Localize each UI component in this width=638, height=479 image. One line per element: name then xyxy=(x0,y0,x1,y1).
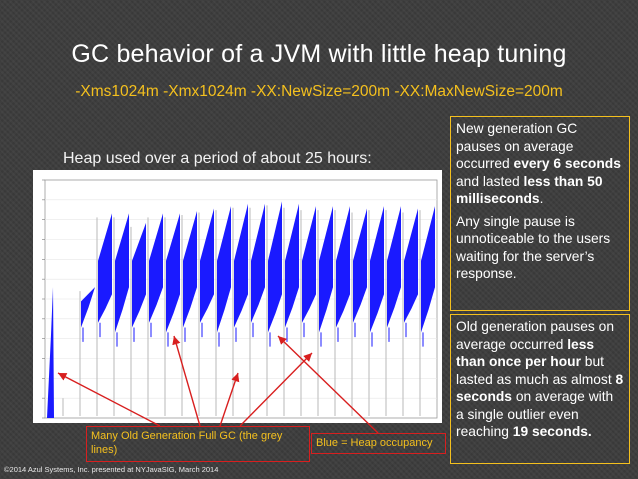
copyright-footer: ©2014 Azul Systems, Inc. presented at NY… xyxy=(4,465,219,474)
heap-segment xyxy=(183,210,197,328)
note-text: New generation GC pauses on average occu… xyxy=(456,121,578,171)
heap-segment xyxy=(370,206,384,333)
heap-segment xyxy=(217,206,231,333)
note-emphasis: less than 50 milliseconds xyxy=(456,173,603,207)
heap-segment xyxy=(81,287,95,328)
heap-segment xyxy=(421,206,435,333)
heap-caption: Heap used over a period of about 25 hour… xyxy=(63,150,372,167)
heap-segment xyxy=(285,203,299,328)
heap-usage-plot xyxy=(33,170,442,423)
heap-segment xyxy=(149,213,163,323)
note-emphasis: 19 seconds. xyxy=(512,424,592,439)
heap-segment xyxy=(353,208,367,323)
heap-usage-chart xyxy=(42,179,438,419)
note-text: Old generation pauses on average occurre… xyxy=(456,319,615,352)
heap-segment xyxy=(387,206,401,328)
full-gc-label: Many Old Generation Full GC (the grey li… xyxy=(86,426,310,462)
heap-occupancy-label: Blue = Heap occupancy xyxy=(311,433,446,454)
note-emphasis: less than once per hour xyxy=(456,336,595,370)
slide-title: GC behavior of a JVM with little heap tu… xyxy=(71,40,567,68)
young-gen-paragraph-2: Any single pause is unnoticeable to the … xyxy=(456,213,611,282)
heap-segment xyxy=(234,203,248,328)
heap-segment xyxy=(132,222,146,328)
heap-segment xyxy=(98,213,112,323)
heap-segment xyxy=(47,287,54,418)
young-gen-paragraph: New generation GC pauses on average occu… xyxy=(456,120,624,208)
note-emphasis: 8 seconds xyxy=(456,371,624,405)
heap-segment xyxy=(200,208,214,323)
heap-segment xyxy=(302,206,316,323)
heap-segment xyxy=(115,213,129,333)
young-gen-note: New generation GC pauses on average occu… xyxy=(450,116,630,311)
note-text: on average with a single outlier even re… xyxy=(456,389,614,439)
note-text: and lasted xyxy=(456,173,524,189)
heap-segment xyxy=(268,201,282,333)
heap-segment xyxy=(166,213,180,333)
note-emphasis: every 6 seconds xyxy=(513,156,621,171)
note-text: but lasted as much as almost xyxy=(456,354,616,387)
heap-segment xyxy=(336,206,350,328)
heap-segment xyxy=(251,203,265,323)
heap-segment xyxy=(319,206,333,333)
heap-segment xyxy=(404,208,418,323)
note-text: . xyxy=(539,191,544,206)
jvm-flags: -Xms1024m -Xmx1024m -XX:NewSize=200m -XX… xyxy=(75,83,563,100)
old-gen-note: Old generation pauses on average occurre… xyxy=(450,314,630,464)
